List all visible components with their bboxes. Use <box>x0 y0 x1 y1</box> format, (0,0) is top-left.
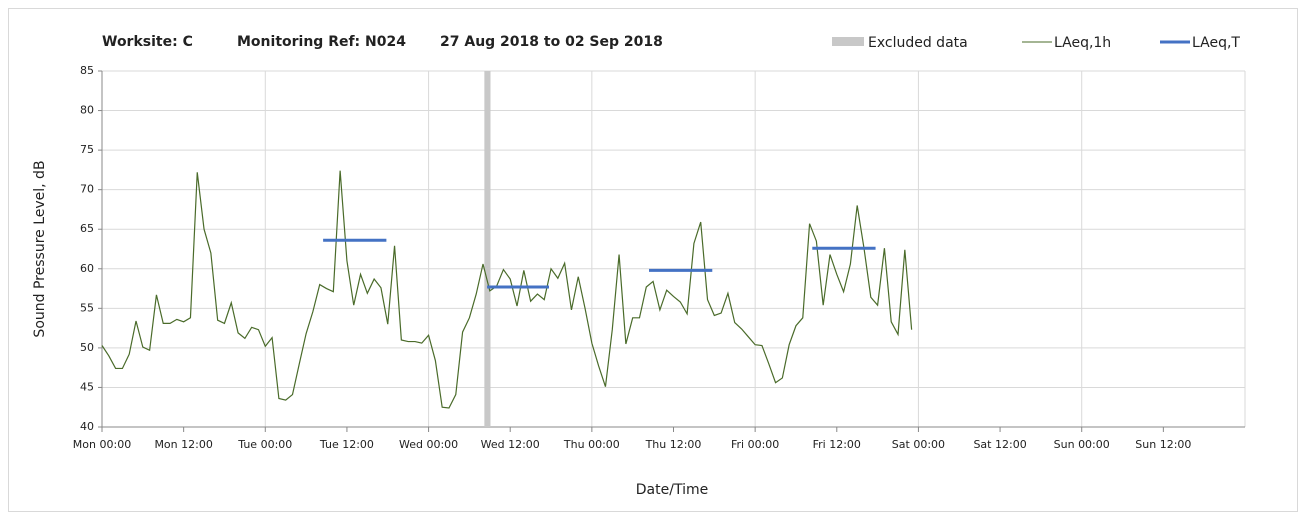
chart-frame <box>8 8 1298 512</box>
x-axis-title: Date/Time <box>636 482 708 498</box>
x-tick-label: Sat 12:00 <box>973 438 1026 451</box>
y-tick-label: 65 <box>80 222 94 235</box>
excluded-band <box>484 71 491 427</box>
x-tick-label: Wed 12:00 <box>481 438 540 451</box>
x-tick-label: Sun 12:00 <box>1135 438 1191 451</box>
x-tick-label: Thu 00:00 <box>563 438 620 451</box>
y-tick-label: 45 <box>80 380 94 393</box>
line-series <box>101 170 913 409</box>
y-tick-label: 60 <box>80 262 94 275</box>
x-tick-label: Fri 00:00 <box>731 438 779 451</box>
x-tick-label: Thu 12:00 <box>645 438 702 451</box>
y-tick-label: 50 <box>80 341 94 354</box>
legend-1h: LAeq,1h <box>1054 35 1111 51</box>
x-tick-label: Sat 00:00 <box>892 438 945 451</box>
y-tick-label: 75 <box>80 143 94 156</box>
y-tick-label: 70 <box>80 183 94 196</box>
y-tick-label: 40 <box>80 420 94 433</box>
title-ref: Monitoring Ref: N024 <box>237 34 406 50</box>
title-dates: 27 Aug 2018 to 02 Sep 2018 <box>440 34 663 50</box>
y-tick-label: 55 <box>80 301 94 314</box>
x-tick-label: Tue 00:00 <box>237 438 292 451</box>
x-tick-label: Mon 12:00 <box>154 438 212 451</box>
x-tick-label: Sun 00:00 <box>1054 438 1110 451</box>
x-tick-label: Fri 12:00 <box>813 438 861 451</box>
y-tick-label: 85 <box>80 64 94 77</box>
y-tick-label: 80 <box>80 104 94 117</box>
x-tick-label: Tue 12:00 <box>319 438 374 451</box>
x-tick-label: Mon 00:00 <box>73 438 131 451</box>
x-tick-label: Wed 00:00 <box>399 438 458 451</box>
y-axis-title: Sound Pressure Level, dB <box>32 160 48 337</box>
title-worksite: Worksite: C <box>102 34 193 50</box>
legend-excluded: Excluded data <box>868 35 968 51</box>
legend-swatch-excluded <box>832 37 864 46</box>
legend-t: LAeq,T <box>1192 35 1240 51</box>
